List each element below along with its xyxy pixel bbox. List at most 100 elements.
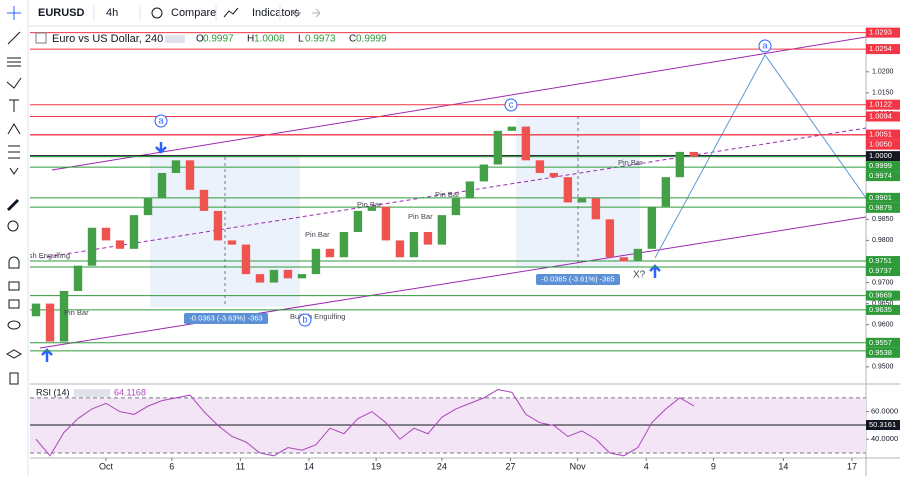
tree-tool[interactable] xyxy=(5,349,23,359)
level-label: 0.9669 xyxy=(869,291,892,300)
ruler-tool[interactable] xyxy=(6,198,20,212)
zoom-tool[interactable] xyxy=(7,220,19,232)
trash-tool[interactable] xyxy=(9,372,19,385)
level-label: 0.9999 xyxy=(869,161,892,170)
arrow-down xyxy=(155,142,167,154)
candle xyxy=(633,248,643,262)
ohlc-label: L xyxy=(298,34,304,45)
candle xyxy=(479,164,489,182)
y-tick-label: 0.9650 xyxy=(872,300,894,307)
candle xyxy=(31,303,41,317)
level-label: 1.0050 xyxy=(869,140,892,149)
candle xyxy=(101,227,111,241)
candle xyxy=(59,290,69,342)
candle xyxy=(269,269,279,283)
rsi-layer xyxy=(30,389,866,457)
level-label: 1.0094 xyxy=(869,111,892,120)
channel-upper xyxy=(51,36,866,171)
trend-line-tool[interactable] xyxy=(7,31,21,45)
ohlc-value: 0.9973 xyxy=(305,34,336,45)
interval[interactable]: 4h xyxy=(106,7,118,19)
candle xyxy=(535,160,545,173)
level-label: 0.9751 xyxy=(869,256,892,265)
measure-label: -0.0365 (-3.61%) -365 xyxy=(541,274,614,283)
pattern-label: Bullish Engulfing xyxy=(290,312,345,321)
ohlc-legend: O 0.9997 H 1.0008 L 0.9973 C 0.9999 xyxy=(196,34,387,45)
candle xyxy=(549,172,559,178)
pattern-tool[interactable] xyxy=(7,123,21,135)
x-tick-label: Oct xyxy=(99,461,114,471)
level-label: 1.0122 xyxy=(869,100,892,109)
wave-label: c xyxy=(509,99,514,109)
fib-tool[interactable] xyxy=(7,57,21,67)
candle xyxy=(171,160,181,173)
magnet-tool[interactable] xyxy=(8,256,20,269)
candle xyxy=(367,206,377,211)
level-label-box xyxy=(866,161,900,172)
lock-tool[interactable] xyxy=(8,281,20,291)
wave-marker xyxy=(758,39,772,53)
candle xyxy=(45,303,55,342)
hline-label: 50.3161 xyxy=(869,420,896,429)
x-tick-label: 9 xyxy=(711,461,716,471)
candle xyxy=(87,227,97,266)
candle xyxy=(143,198,153,216)
candle xyxy=(199,189,209,211)
x-tick-label: 4 xyxy=(644,461,649,471)
level-label-box xyxy=(866,129,900,140)
crosshair-tool[interactable] xyxy=(7,6,21,20)
level-label: 0.9901 xyxy=(869,193,892,202)
y-tick-label: 0.9850 xyxy=(872,216,894,223)
lock-all-tool[interactable] xyxy=(8,299,20,309)
legend-buttons[interactable] xyxy=(74,389,110,397)
candle xyxy=(465,181,475,199)
x-tick-label: 14 xyxy=(304,461,314,471)
candle xyxy=(507,126,517,131)
measure-label: -0.0363 (-3.63%) -363 xyxy=(189,313,262,322)
main-layer: Bullish Engulfing Pin Bar Pin Bar Pin Bar Pi… xyxy=(30,32,866,362)
y-tick-label: 0.9700 xyxy=(872,279,894,286)
candle xyxy=(227,240,237,245)
level-label-box xyxy=(866,337,900,348)
level-label-box xyxy=(866,202,900,213)
text-tool[interactable] xyxy=(9,99,19,112)
ohlc-label: H xyxy=(247,34,254,45)
redo[interactable] xyxy=(312,8,321,18)
candle xyxy=(283,269,293,279)
channel-lower xyxy=(39,216,866,349)
candle xyxy=(647,206,657,249)
brush-tool[interactable] xyxy=(6,77,22,89)
pattern-label: Pin Bar xyxy=(305,230,330,239)
rsi-line xyxy=(35,389,695,457)
compare-button[interactable]: Compare xyxy=(171,7,216,19)
compare-icon[interactable] xyxy=(151,7,163,19)
undo[interactable] xyxy=(292,8,301,18)
candle xyxy=(521,126,531,161)
collapse-toggle[interactable] xyxy=(35,32,47,44)
level-label-box xyxy=(866,256,900,267)
x-tick-label: 11 xyxy=(236,461,245,471)
ohlc-value: 0.9999 xyxy=(356,34,387,45)
level-label: 0.9737 xyxy=(869,266,892,275)
candle xyxy=(493,130,503,165)
pattern-label: X? xyxy=(633,270,646,281)
x-tick-label: 27 xyxy=(505,461,515,471)
legend-buttons[interactable] xyxy=(165,35,185,43)
hide-tool[interactable] xyxy=(7,320,21,330)
level-label-box xyxy=(866,99,900,110)
level-label-box xyxy=(866,304,900,315)
indicators-button[interactable]: Indicators xyxy=(252,7,300,19)
wave-label: a xyxy=(158,115,163,125)
indicators-icon[interactable] xyxy=(223,7,239,18)
shapes-tool[interactable] xyxy=(9,167,19,175)
range-box xyxy=(516,116,640,268)
candle xyxy=(577,198,587,203)
measure-box xyxy=(184,313,268,324)
axis-layer: Oct61114192427Nov4914170.95000.95500.960… xyxy=(99,28,900,471)
symbol[interactable]: EURUSD xyxy=(38,7,85,19)
y-tick-label: 0.9800 xyxy=(872,237,894,244)
candle xyxy=(423,231,433,245)
prediction-tool[interactable] xyxy=(8,145,20,159)
y-tick-label: 1.0200 xyxy=(872,69,894,76)
